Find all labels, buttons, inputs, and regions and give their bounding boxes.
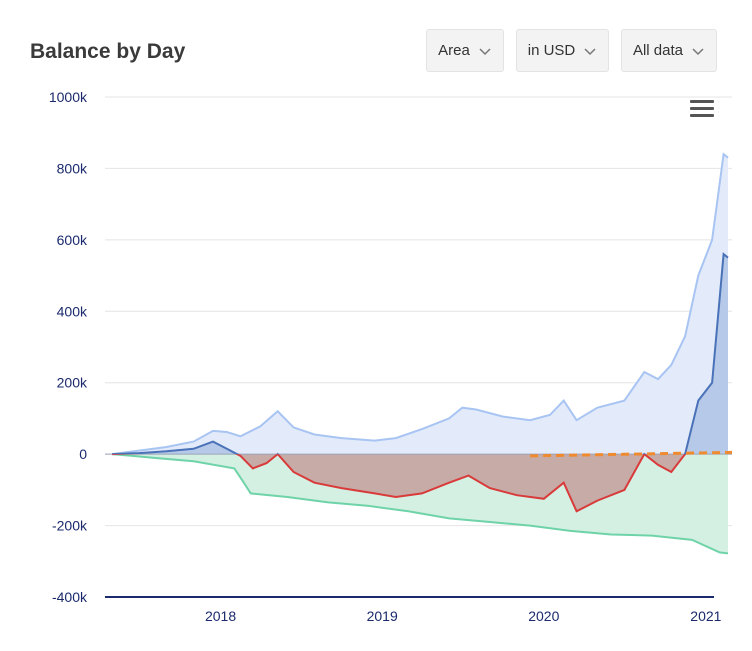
x-tick-label: 2018 [205, 608, 236, 624]
chevron-down-icon [479, 47, 491, 55]
y-tick-label: 600k [57, 232, 88, 248]
y-tick-label: 200k [57, 375, 88, 391]
y-tick-label: 400k [57, 303, 88, 319]
chevron-down-icon [584, 47, 596, 55]
range-label: All data [632, 42, 684, 59]
projection-line [530, 450, 733, 458]
x-tick-label: 2019 [367, 608, 398, 624]
range-select[interactable]: All data [621, 29, 717, 72]
invested-line [112, 453, 729, 555]
y-tick-label: 0 [79, 446, 87, 462]
loss-line [112, 454, 687, 513]
chart-type-label: Area [438, 42, 470, 59]
loss-area [237, 454, 686, 512]
currency-select[interactable]: in USD [516, 29, 609, 72]
hamburger-menu-icon[interactable] [690, 100, 714, 120]
currency-label: in USD [527, 42, 576, 59]
chart-type-select[interactable]: Area [426, 29, 504, 72]
page-title: Balance by Day [30, 40, 186, 63]
y-tick-label: -400k [52, 589, 88, 605]
chevron-down-icon [692, 47, 704, 55]
x-tick-label: 2020 [528, 608, 559, 624]
value-line [111, 152, 729, 456]
y-tick-label: -200k [52, 518, 88, 534]
profit-line [112, 252, 729, 455]
value-area [112, 154, 729, 455]
x-tick-label: 2021 [690, 608, 721, 624]
y-tick-label: 1000k [49, 89, 88, 105]
y-tick-label: 800k [57, 160, 88, 176]
